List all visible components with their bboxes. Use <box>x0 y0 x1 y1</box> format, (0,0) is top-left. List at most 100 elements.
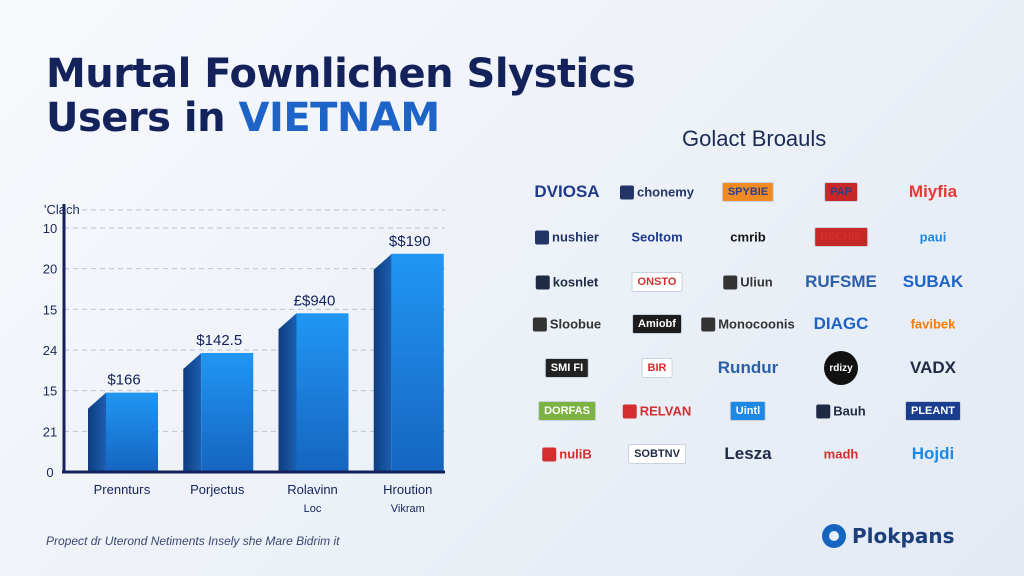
logo-text: Miyfia <box>908 182 958 201</box>
logo-text: Hojdi <box>911 444 955 463</box>
logo-text: PLEANT <box>911 405 955 417</box>
partner-logo: VADX <box>910 358 956 378</box>
logo-text: chonemy <box>636 184 695 200</box>
logo-mark-icon <box>542 447 557 461</box>
y-axis-label: 'Clach <box>44 202 80 217</box>
partner-logo: PLEANT <box>905 401 961 421</box>
x-category-label: Hroution <box>383 482 432 497</box>
logo-mark-icon <box>622 404 637 418</box>
bar-side <box>278 313 297 472</box>
logo-text: Uliun <box>740 274 773 290</box>
partner-logo: paui <box>920 230 947 245</box>
brand-mark-icon <box>822 524 846 548</box>
partner-logo: Monocoonis <box>701 317 795 332</box>
logo-text: Sloobue <box>549 316 602 332</box>
bar-value-label: $142.5 <box>196 332 242 349</box>
x-category-sublabel: Vikram <box>391 503 425 515</box>
logo-text: Monocoonis <box>718 316 795 332</box>
bar <box>391 253 444 472</box>
logo-text: SPYBIE <box>727 186 769 198</box>
bar-value-label: $166 <box>107 372 140 389</box>
partner-logo: Hojdi <box>912 444 955 464</box>
logo-text: nuliB <box>559 446 592 462</box>
brands-section-title: Golact Broauls <box>682 126 827 151</box>
logo-text: Seoltom <box>631 229 683 245</box>
x-category-label: Prenntuгs <box>94 482 151 497</box>
bar <box>296 313 349 472</box>
logo-text: SMI FI <box>550 362 584 374</box>
x-category-label: Rolavinn <box>287 482 338 497</box>
y-tick-label: 20 <box>43 262 57 277</box>
logo-text: Amiobf <box>638 318 676 330</box>
partner-logo: rdizy <box>824 351 858 385</box>
partner-logo: SOBTNV <box>628 444 686 464</box>
logo-text: DORFAS <box>544 405 590 417</box>
partner-logo: SMI FI <box>544 358 590 378</box>
logo-mark-icon <box>701 317 716 331</box>
partner-logo: Rundur <box>718 358 778 378</box>
logo-mark-icon <box>723 275 738 289</box>
logo-mark-icon <box>816 404 831 418</box>
logo-mark-icon <box>619 185 634 199</box>
partner-logo: favibek <box>911 317 956 332</box>
bar-side <box>373 253 392 472</box>
partner-logo: Lesza <box>724 444 771 464</box>
logo-text: RECHIE <box>820 231 862 243</box>
partner-logo: Sloobue <box>532 316 602 332</box>
y-tick-label: 0 <box>46 465 53 480</box>
logo-mark-icon <box>535 230 550 244</box>
partner-logo: madh <box>824 447 859 462</box>
footer-note: Propect dr Uterond Netiments Insely she … <box>46 534 340 548</box>
brand-name: Plokpans <box>852 524 955 548</box>
logo-text: PAP <box>830 186 852 198</box>
partner-logo: Uintl <box>729 401 767 421</box>
y-tick-label: 24 <box>43 343 57 358</box>
brand-logo: Plokpans <box>822 524 955 548</box>
logo-text: paui <box>919 229 947 245</box>
partner-logo: DIAGC <box>814 314 869 334</box>
logo-text: Uintl <box>735 405 761 417</box>
logo-text: Rundur <box>717 358 779 377</box>
partner-logo: Bauh <box>816 404 866 419</box>
logo-text: DIAGC <box>813 314 869 333</box>
y-tick-label: 15 <box>43 384 57 399</box>
bar <box>201 352 254 472</box>
logo-text: cmrib <box>730 229 766 245</box>
bar-chart: 'Clach 0 21 15 24 15 20 10 $166 Prenntuгs $142.5 Po… <box>43 202 445 515</box>
bar-side <box>183 352 202 472</box>
logo-text: madh <box>823 446 859 462</box>
partner-logo: SPYBIE <box>721 182 775 202</box>
partner-logo: BIR <box>641 358 673 378</box>
logo-text: SUBAK <box>902 272 964 291</box>
logo-text: kosnlet <box>552 274 599 290</box>
title-line-2: Users in <box>46 95 239 141</box>
logo-text: ONSTO <box>637 276 677 288</box>
x-category-sublabel: Loc <box>304 503 322 515</box>
bar-value-label: £$940 <box>294 292 336 309</box>
logo-text: RELVAN <box>639 403 692 419</box>
bar-value-label: $$190 <box>389 233 431 250</box>
partner-logo: ONSTO <box>631 272 683 292</box>
partner-logo: Seoltom <box>631 230 682 245</box>
logo-text: BIR <box>647 362 667 374</box>
partner-logo: kosnlet <box>535 274 599 290</box>
partner-logo: RELVAN <box>622 403 692 419</box>
partner-logo: Miyfia <box>909 182 957 202</box>
partner-logo: nushier <box>535 230 599 245</box>
logo-mark-icon <box>535 275 550 289</box>
partner-logo: PAP <box>824 182 858 202</box>
y-tick-label: 21 <box>43 424 57 439</box>
partner-logo: Amiobf <box>632 314 682 334</box>
page-title: Murtal Fownlichen Slystics Users in VIET… <box>46 51 636 141</box>
logo-text: RUFSME <box>805 272 877 291</box>
logo-text: SOBTNV <box>634 448 680 460</box>
logo-mark-icon <box>532 317 547 331</box>
logo-text: favibek <box>910 316 956 332</box>
partner-logo: chonemy <box>619 184 695 200</box>
logo-text: DVIOSA <box>534 182 600 201</box>
y-tick-label: 10 <box>43 221 57 236</box>
logo-text: nushier <box>552 229 599 245</box>
partner-logo: RECHIE <box>814 227 868 247</box>
logo-text: Lesza <box>724 444 772 463</box>
title-line-1: Murtal Fownlichen Slystics <box>46 51 636 97</box>
